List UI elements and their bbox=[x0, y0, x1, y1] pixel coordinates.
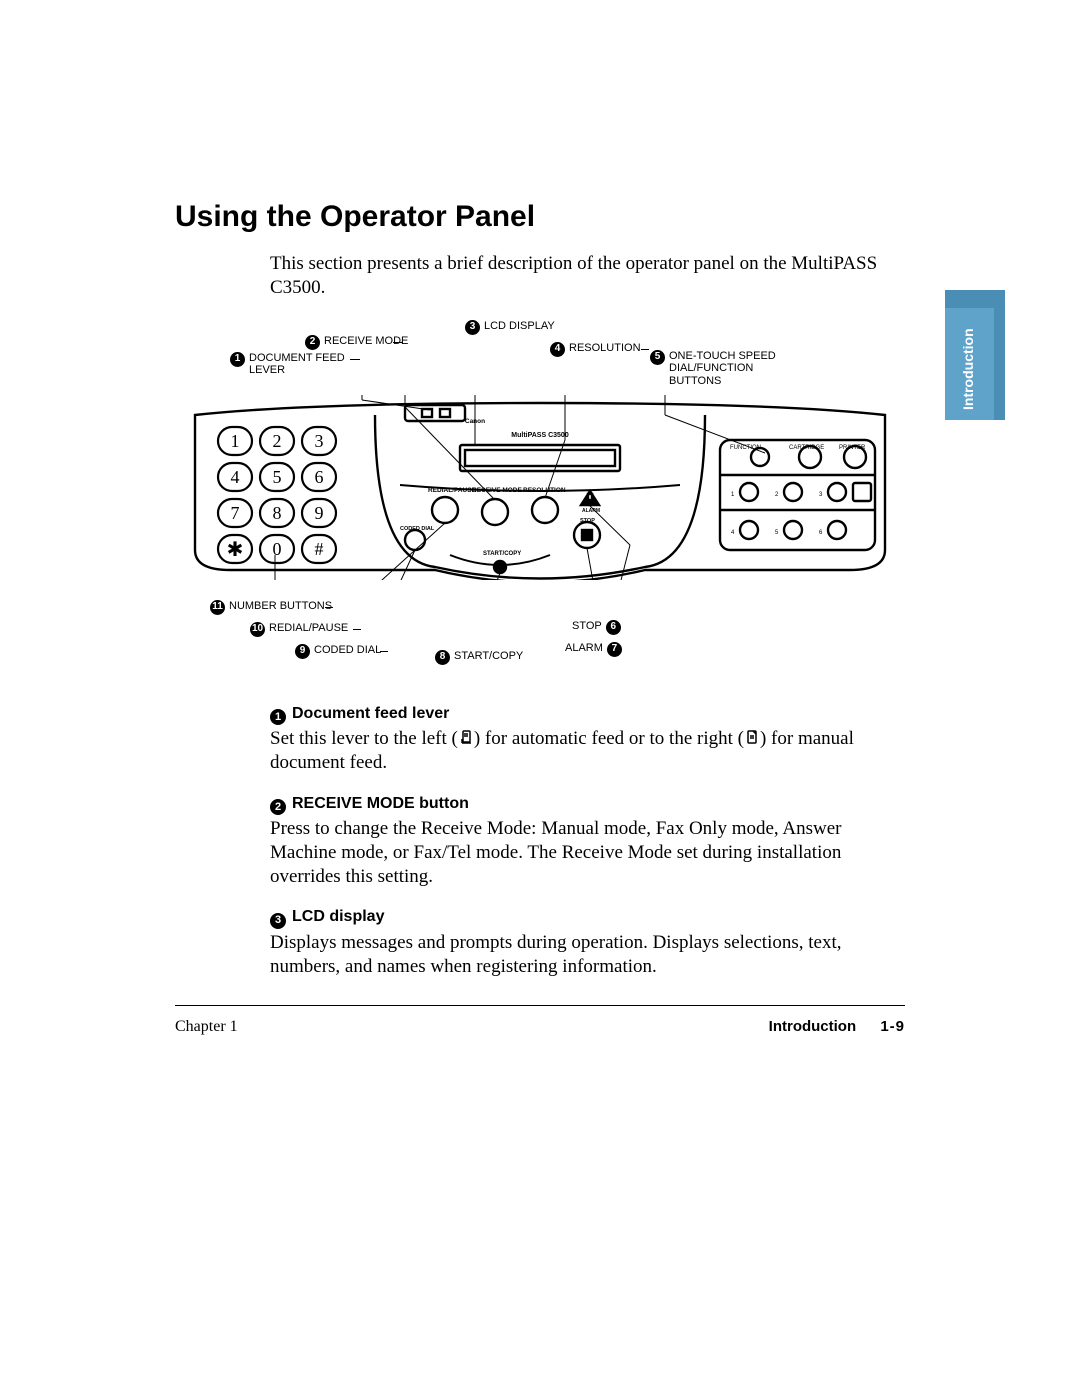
operator-panel-diagram: Canon MultiPASS C3500 REDIAL/PAUSE RECEI… bbox=[175, 395, 905, 580]
desc-3: 3 LCD display Displays messages and promp… bbox=[270, 908, 905, 978]
callout-9: 9 CODED DIAL bbox=[295, 644, 381, 659]
desc-2-title: 2 RECEIVE MODE button bbox=[270, 795, 905, 816]
svg-text:CARTRIDGE: CARTRIDGE bbox=[789, 445, 824, 451]
desc-2: 2 RECEIVE MODE button Press to change the… bbox=[270, 795, 905, 889]
desc-3-title: 3 LCD display bbox=[270, 908, 905, 929]
callout-8-text: START/COPY bbox=[454, 650, 523, 662]
side-tab-label: Introduction bbox=[960, 302, 976, 410]
svg-text:2: 2 bbox=[775, 492, 779, 498]
callout-11: 11 NUMBER BUTTONS bbox=[210, 600, 332, 615]
svg-text:1: 1 bbox=[731, 492, 735, 498]
callout-3: 3 LCD DISPLAY bbox=[465, 320, 555, 335]
callout-8: 8 START/COPY bbox=[435, 650, 523, 665]
svg-text:CODED DIAL: CODED DIAL bbox=[400, 526, 435, 532]
desc-1-body: Set this lever to the left ( ) for automa… bbox=[270, 727, 905, 775]
descriptions: 1 Document feed lever Set this lever to t… bbox=[270, 705, 905, 979]
callout-2-text: RECEIVE MODE bbox=[324, 335, 408, 347]
footer-left: Chapter 1 bbox=[175, 1018, 238, 1036]
bottom-callouts: 11 NUMBER BUTTONS 10 REDIAL/PAUSE 9 CODE… bbox=[175, 580, 905, 675]
callout-7-text: ALARM bbox=[565, 642, 603, 654]
svg-text:RECEIVE MODE: RECEIVE MODE bbox=[472, 487, 523, 494]
desc-3-num: 3 bbox=[270, 913, 286, 929]
bullet-3: 3 bbox=[465, 320, 480, 335]
bullet-9: 9 bbox=[295, 644, 310, 659]
desc-2-title-text: RECEIVE MODE button bbox=[292, 795, 469, 812]
desc-2-body: Press to change the Receive Mode: Manual… bbox=[270, 817, 905, 888]
bullet-2: 2 bbox=[305, 335, 320, 350]
svg-text:2: 2 bbox=[273, 431, 282, 451]
svg-text:6: 6 bbox=[819, 530, 823, 536]
callout-10-text: REDIAL/PAUSE bbox=[269, 622, 348, 634]
svg-text:REDIAL/PAUSE: REDIAL/PAUSE bbox=[428, 487, 477, 494]
callout-6-text: STOP bbox=[572, 620, 602, 632]
top-callouts: 3 LCD DISPLAY 2 RECEIVE MODE 1 DOCUMENT … bbox=[175, 320, 905, 395]
bullet-11: 11 bbox=[210, 600, 225, 615]
svg-text:3: 3 bbox=[315, 431, 324, 451]
callout-4-text: RESOLUTION bbox=[569, 342, 641, 354]
desc-1: 1 Document feed lever Set this lever to t… bbox=[270, 705, 905, 775]
intro-text: This section presents a brief descriptio… bbox=[270, 252, 905, 300]
callout-7: ALARM 7 bbox=[565, 642, 622, 657]
svg-text:PRINTER: PRINTER bbox=[839, 445, 866, 451]
footer-page-num: 1-9 bbox=[880, 1018, 905, 1035]
svg-text:9: 9 bbox=[315, 503, 324, 523]
desc-1-pre: Set this lever to the left ( bbox=[270, 728, 458, 749]
desc-1-title-text: Document feed lever bbox=[292, 705, 449, 722]
footer-rule bbox=[175, 1005, 905, 1006]
bullet-7: 7 bbox=[607, 642, 622, 657]
footer-right-label: Introduction bbox=[769, 1018, 856, 1035]
callout-1-text: DOCUMENT FEEDLEVER bbox=[249, 352, 345, 376]
svg-text:3: 3 bbox=[819, 492, 823, 498]
svg-text:#: # bbox=[315, 539, 324, 559]
page-title: Using the Operator Panel bbox=[175, 200, 905, 234]
bullet-8: 8 bbox=[435, 650, 450, 665]
bullet-1: 1 bbox=[230, 352, 245, 367]
callout-11-text: NUMBER BUTTONS bbox=[229, 600, 332, 612]
bullet-10: 10 bbox=[250, 622, 265, 637]
svg-text:5: 5 bbox=[273, 467, 282, 487]
callout-1: 1 DOCUMENT FEEDLEVER bbox=[230, 352, 345, 376]
svg-text:START/COPY: START/COPY bbox=[483, 551, 521, 557]
svg-text:8: 8 bbox=[273, 503, 282, 523]
callout-6: STOP 6 bbox=[572, 620, 621, 635]
callout-3-text: LCD DISPLAY bbox=[484, 320, 555, 332]
page-content: Using the Operator Panel This section pr… bbox=[175, 200, 905, 998]
auto-feed-icon bbox=[458, 729, 474, 745]
callout-4: 4 RESOLUTION bbox=[550, 342, 641, 357]
svg-text:MultiPASS C3500: MultiPASS C3500 bbox=[511, 432, 569, 439]
callout-5-text: ONE-TOUCH SPEEDDIAL/FUNCTIONBUTTONS bbox=[669, 350, 776, 388]
svg-text:STOP: STOP bbox=[580, 518, 595, 524]
diagram-area: 3 LCD DISPLAY 2 RECEIVE MODE 1 DOCUMENT … bbox=[175, 320, 905, 675]
bullet-5: 5 bbox=[650, 350, 665, 365]
desc-1-mid: ) for automatic feed or to the right ( bbox=[474, 728, 744, 749]
callout-10: 10 REDIAL/PAUSE bbox=[250, 622, 348, 637]
desc-3-body: Displays messages and prompts during ope… bbox=[270, 931, 905, 979]
svg-text:4: 4 bbox=[231, 467, 240, 487]
svg-text:7: 7 bbox=[231, 503, 240, 523]
svg-text:6: 6 bbox=[315, 467, 324, 487]
desc-3-title-text: LCD display bbox=[292, 908, 384, 925]
svg-text:✱: ✱ bbox=[227, 539, 244, 561]
desc-1-title: 1 Document feed lever bbox=[270, 705, 905, 726]
svg-text:RESOLUTION: RESOLUTION bbox=[523, 487, 566, 494]
callout-5: 5 ONE-TOUCH SPEEDDIAL/FUNCTIONBUTTONS bbox=[650, 350, 820, 388]
desc-2-num: 2 bbox=[270, 799, 286, 815]
svg-text:1: 1 bbox=[231, 431, 240, 451]
svg-text:4: 4 bbox=[731, 530, 735, 536]
svg-text:5: 5 bbox=[775, 530, 779, 536]
desc-1-num: 1 bbox=[270, 709, 286, 725]
page-footer: Chapter 1 Introduction 1-9 bbox=[175, 1018, 905, 1036]
svg-text:0: 0 bbox=[273, 539, 282, 559]
bullet-4: 4 bbox=[550, 342, 565, 357]
manual-feed-icon bbox=[744, 729, 760, 745]
bullet-6: 6 bbox=[606, 620, 621, 635]
callout-9-text: CODED DIAL bbox=[314, 644, 381, 656]
footer-right: Introduction 1-9 bbox=[769, 1018, 905, 1036]
